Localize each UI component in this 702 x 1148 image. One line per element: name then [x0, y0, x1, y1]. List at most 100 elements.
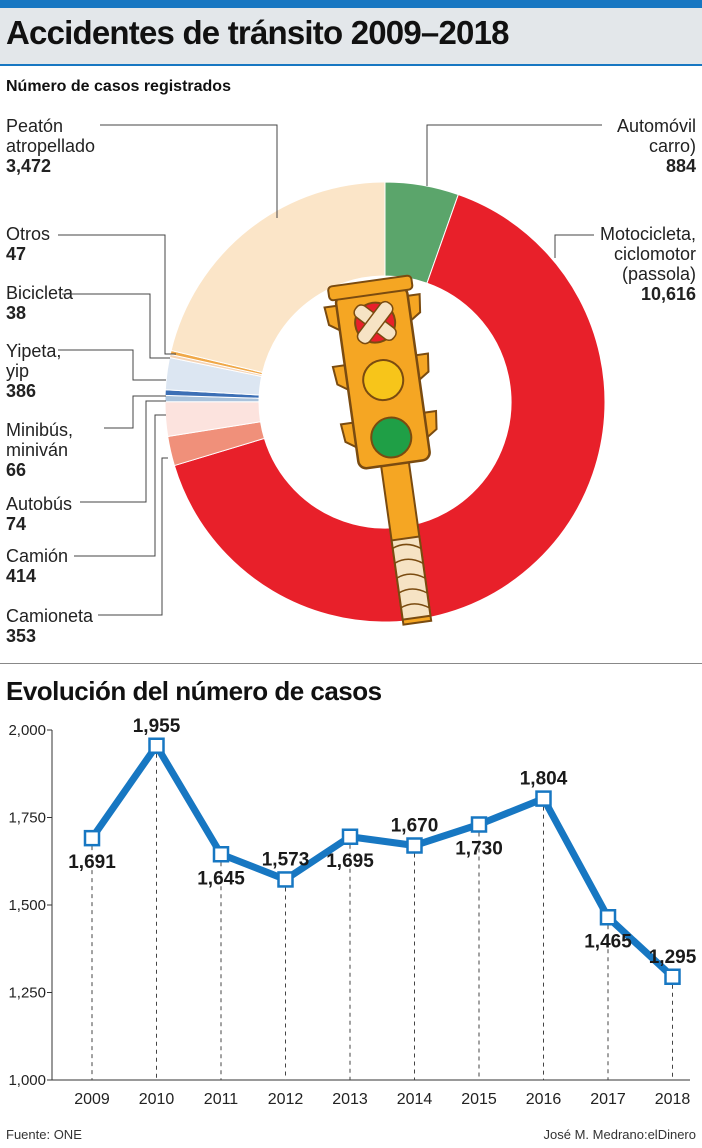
data-point: [341, 828, 359, 845]
traffic-light-icon: [323, 274, 438, 626]
label-yipeta: Yipeta, yip 386: [6, 341, 61, 401]
green-light: [370, 416, 413, 459]
label-camion: Camión 414: [6, 546, 68, 586]
leader-automovil: [426, 124, 602, 186]
data-point: [212, 846, 230, 863]
donut-slice-motocicleta: [173, 193, 606, 623]
value-motocicleta: 10,616: [640, 284, 696, 304]
label-minibus-l2: miniván: [6, 440, 69, 460]
leader-yipeta: [58, 349, 166, 381]
label-automovil: Automóvil carro) 884: [617, 116, 696, 176]
data-label: 1,730: [455, 839, 503, 860]
bandage-strip: [356, 300, 394, 345]
leader-peaton: [100, 124, 278, 218]
value-peaton: 3,472: [6, 156, 52, 176]
data-point: [277, 871, 294, 888]
x-tick-label: 2011: [204, 1091, 239, 1108]
x-tick-label: 2013: [332, 1091, 368, 1108]
section-separator: [0, 663, 702, 664]
leader-motocicleta: [554, 234, 594, 258]
data-label: 1,573: [262, 849, 310, 870]
label-moto-l1: Motocicleta,: [599, 224, 696, 244]
data-point: [664, 968, 681, 985]
y-tick-label: 1,750: [8, 810, 46, 827]
top-accent-bar: [0, 0, 702, 8]
data-label: 1,804: [520, 769, 568, 790]
leader-minibus: [104, 395, 166, 429]
data-point: [83, 829, 101, 847]
label-peaton-l2: atropellado: [6, 136, 96, 156]
title-band: [0, 8, 702, 64]
leader-bicicleta: [62, 293, 170, 359]
label-automovil-l2: carro): [648, 136, 696, 156]
data-point: [406, 837, 423, 854]
label-bicicleta: Bicicleta 38: [6, 283, 73, 323]
bandage-wrap-line: [396, 573, 426, 579]
data-label: 1,695: [326, 851, 374, 872]
label-peaton-l1: Peatón: [6, 116, 64, 136]
bandage-wrap-line: [400, 603, 430, 609]
yellow-light: [362, 359, 405, 402]
data-point: [148, 737, 165, 754]
donut-slice-peatón: [170, 181, 386, 374]
donut-chart: [164, 181, 606, 623]
label-otros: Otros 47: [6, 224, 50, 264]
leader-otros: [58, 234, 176, 355]
data-point: [535, 790, 552, 807]
bandage-wrap-line: [398, 588, 428, 594]
data-label: 1,645: [197, 868, 245, 889]
value-autobus: 74: [6, 514, 27, 534]
pole-bandage: [390, 535, 432, 621]
label-autobus-name: Autobús: [6, 494, 73, 514]
label-minibus-l1: Minibús,: [6, 420, 74, 440]
x-tick-label: 2012: [268, 1091, 304, 1108]
label-otros-name: Otros: [6, 224, 51, 244]
data-label: 1,955: [133, 716, 181, 737]
x-tick-label: 2009: [74, 1091, 110, 1108]
data-point: [599, 909, 617, 926]
bandage-wrap-line: [392, 543, 422, 550]
x-tick-label: 2015: [461, 1091, 497, 1108]
x-tick-label: 2018: [655, 1091, 691, 1108]
leader-camion: [74, 414, 166, 557]
value-camion: 414: [6, 566, 37, 586]
data-label: 1,691: [68, 852, 116, 873]
value-otros: 47: [6, 244, 27, 264]
series-line: [89, 742, 675, 980]
label-moto-l2: ciclomotor: [613, 244, 696, 264]
bandage-icon: [353, 300, 397, 345]
page-title: Accidentes de tránsito 2009–2018: [6, 14, 509, 51]
value-automovil: 884: [665, 156, 696, 176]
data-point: [470, 816, 488, 833]
label-camioneta-name: Camioneta: [6, 606, 94, 626]
leader-camioneta: [98, 457, 168, 616]
label-peaton: Peatón atropellado 3,472: [6, 116, 95, 176]
y-tick-label: 1,250: [8, 985, 46, 1002]
chart-subtitle: Número de casos registrados: [6, 78, 231, 95]
section-title-evolution: Evolución del número de casos: [6, 676, 382, 706]
footer-source: Fuente: ONE: [6, 1127, 82, 1142]
x-tick-label: 2014: [397, 1091, 433, 1108]
value-yipeta: 386: [6, 381, 37, 401]
label-automovil-l1: Automóvil: [616, 116, 696, 136]
data-label: 1,670: [391, 816, 439, 837]
label-motocicleta: Motocicleta, ciclomotor (passola) 10,616: [600, 224, 696, 304]
leader-autobus: [80, 400, 166, 503]
y-tick-label: 2,000: [8, 722, 46, 739]
label-leader-lines: [58, 124, 602, 616]
label-yipeta-l2: yip: [6, 361, 30, 381]
label-bicicleta-name: Bicicleta: [6, 283, 74, 303]
y-tick-label: 1,500: [8, 897, 46, 914]
value-minibus: 66: [6, 460, 27, 480]
value-camioneta: 353: [6, 626, 37, 646]
x-tick-label: 2010: [139, 1091, 175, 1108]
x-tick-label: 2017: [590, 1091, 626, 1108]
value-bicicleta: 38: [6, 303, 27, 323]
footer-credit: José M. Medrano:elDinero: [543, 1127, 696, 1142]
line-chart: 1,000 1,250 1,500 1,750 2,000 1,691 1,955 1,645…: [8, 716, 696, 1108]
x-tick-label: 2016: [526, 1091, 562, 1108]
traffic-cap: [327, 274, 414, 302]
label-minibus: Minibús, miniván 66: [6, 420, 73, 480]
bandage-wrap-line: [394, 558, 424, 564]
